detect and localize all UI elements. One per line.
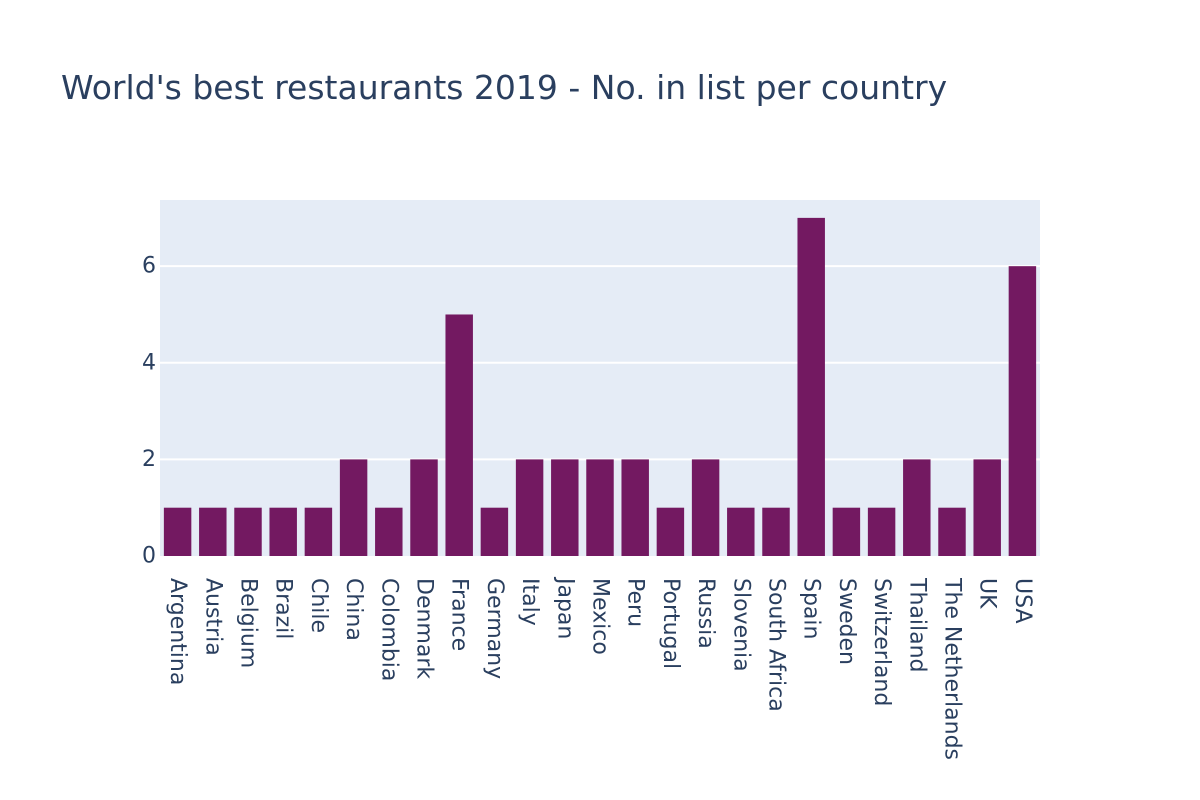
- bar-argentina[interactable]: [163, 507, 192, 556]
- x-tick-label: Spain: [799, 578, 824, 639]
- bar-usa[interactable]: [1008, 266, 1037, 556]
- x-tick-label: China: [341, 578, 366, 641]
- bar-colombia[interactable]: [375, 507, 403, 556]
- x-tick-label: Austria: [200, 578, 225, 656]
- bar-austria[interactable]: [199, 507, 227, 556]
- x-tick-label: Peru: [623, 578, 648, 627]
- x-tick-label: Argentina: [165, 578, 190, 685]
- bar-sweden[interactable]: [832, 507, 861, 556]
- x-tick-label: USA: [1010, 578, 1035, 624]
- bar-brazil[interactable]: [269, 507, 297, 556]
- bar-peru[interactable]: [621, 459, 649, 556]
- x-tick-label: Italy: [517, 578, 542, 626]
- x-tick-label: Chile: [306, 578, 331, 633]
- x-tick-labels: Argentina Austria Belgium Brazil Chile China C…: [165, 576, 1035, 760]
- x-tick-label: Denmark: [412, 578, 437, 679]
- bar-chile[interactable]: [304, 507, 333, 556]
- y-tick-label: 0: [142, 544, 156, 569]
- y-tick-label: 4: [142, 350, 156, 375]
- x-tick-label: Russia: [693, 578, 718, 649]
- y-tick-label: 6: [142, 254, 156, 279]
- bar-spain[interactable]: [797, 217, 825, 557]
- bar-japan[interactable]: [551, 459, 579, 556]
- chart-title: World's best restaurants 2019 - No. in l…: [61, 68, 948, 107]
- bar-south-africa[interactable]: [762, 507, 790, 556]
- x-tick-label: The Netherlands: [940, 577, 965, 760]
- x-tick-label: Colombia: [376, 578, 401, 681]
- x-tick-label: UK: [975, 578, 1000, 609]
- x-tick-label: Slovenia: [728, 578, 753, 672]
- bar-the-netherlands[interactable]: [938, 507, 966, 556]
- bar-thailand[interactable]: [903, 459, 931, 556]
- bar-france[interactable]: [445, 314, 473, 556]
- bar-russia[interactable]: [691, 459, 720, 556]
- bar-belgium[interactable]: [234, 507, 262, 556]
- bar-slovenia[interactable]: [727, 507, 755, 556]
- x-tick-label: Germany: [482, 578, 507, 679]
- x-tick-label: Brazil: [271, 578, 296, 639]
- bar-mexico[interactable]: [586, 459, 614, 556]
- x-tick-label: Sweden: [834, 578, 859, 665]
- bars: [163, 217, 1037, 557]
- x-tick-label: Switzerland: [869, 578, 894, 706]
- x-tick-label: South Africa: [764, 578, 789, 712]
- x-tick-label: France: [447, 578, 472, 651]
- x-tick-label: Portugal: [658, 578, 683, 669]
- bar-china[interactable]: [339, 459, 368, 556]
- bar-denmark[interactable]: [410, 459, 438, 556]
- bar-portugal[interactable]: [656, 507, 685, 556]
- bar-italy[interactable]: [515, 459, 544, 556]
- y-tick-label: 2: [142, 447, 156, 472]
- bar-uk[interactable]: [973, 459, 1001, 556]
- x-tick-label: Japan: [552, 576, 577, 639]
- x-tick-label: Belgium: [236, 578, 261, 668]
- x-tick-label: Mexico: [588, 578, 613, 655]
- y-tick-labels: 0 2 4 6: [142, 254, 156, 569]
- bar-switzerland[interactable]: [867, 507, 896, 556]
- x-tick-label: Thailand: [904, 577, 929, 672]
- bar-germany[interactable]: [480, 507, 509, 556]
